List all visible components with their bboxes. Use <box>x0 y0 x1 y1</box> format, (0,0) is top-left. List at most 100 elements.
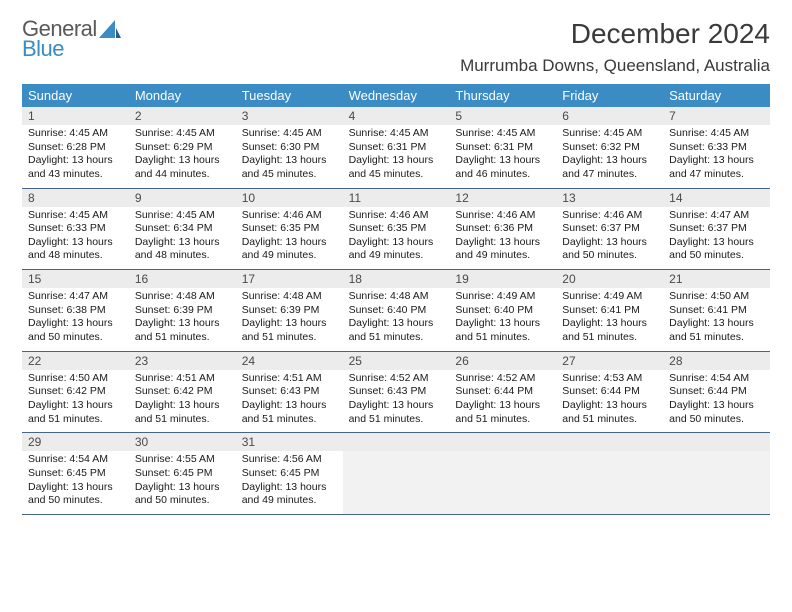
day-cell: 1Sunrise: 4:45 AMSunset: 6:28 PMDaylight… <box>22 107 129 189</box>
day-cell: 21Sunrise: 4:50 AMSunset: 6:41 PMDayligh… <box>663 270 770 352</box>
day-cell: 20Sunrise: 4:49 AMSunset: 6:41 PMDayligh… <box>556 270 663 352</box>
sunset-text: Sunset: 6:35 PM <box>242 222 337 236</box>
day-body: Sunrise: 4:51 AMSunset: 6:43 PMDaylight:… <box>236 370 343 433</box>
day-number: 18 <box>343 270 450 288</box>
day-body: Sunrise: 4:45 AMSunset: 6:31 PMDaylight:… <box>449 125 556 188</box>
sunset-text: Sunset: 6:44 PM <box>669 385 764 399</box>
daylight-text: Daylight: 13 hours and 51 minutes. <box>349 317 444 344</box>
sunset-text: Sunset: 6:43 PM <box>349 385 444 399</box>
day-body: Sunrise: 4:45 AMSunset: 6:34 PMDaylight:… <box>129 207 236 270</box>
day-body: Sunrise: 4:54 AMSunset: 6:44 PMDaylight:… <box>663 370 770 433</box>
sunrise-text: Sunrise: 4:45 AM <box>349 127 444 141</box>
day-cell: 23Sunrise: 4:51 AMSunset: 6:42 PMDayligh… <box>129 352 236 434</box>
sunrise-text: Sunrise: 4:45 AM <box>455 127 550 141</box>
sunset-text: Sunset: 6:34 PM <box>135 222 230 236</box>
sunset-text: Sunset: 6:40 PM <box>349 304 444 318</box>
sunrise-text: Sunrise: 4:48 AM <box>135 290 230 304</box>
day-cell: 22Sunrise: 4:50 AMSunset: 6:42 PMDayligh… <box>22 352 129 434</box>
daylight-text: Daylight: 13 hours and 44 minutes. <box>135 154 230 181</box>
daylight-text: Daylight: 13 hours and 46 minutes. <box>455 154 550 181</box>
daylight-text: Daylight: 13 hours and 50 minutes. <box>669 236 764 263</box>
day-number: 15 <box>22 270 129 288</box>
title-block: December 2024 Murrumba Downs, Queensland… <box>460 18 770 76</box>
day-number: 12 <box>449 189 556 207</box>
day-cell: 29Sunrise: 4:54 AMSunset: 6:45 PMDayligh… <box>22 433 129 515</box>
day-cell: 16Sunrise: 4:48 AMSunset: 6:39 PMDayligh… <box>129 270 236 352</box>
day-number: 21 <box>663 270 770 288</box>
day-body: Sunrise: 4:48 AMSunset: 6:40 PMDaylight:… <box>343 288 450 351</box>
day-cell: 4Sunrise: 4:45 AMSunset: 6:31 PMDaylight… <box>343 107 450 189</box>
sunset-text: Sunset: 6:44 PM <box>562 385 657 399</box>
day-body: Sunrise: 4:45 AMSunset: 6:30 PMDaylight:… <box>236 125 343 188</box>
sail-icon <box>99 20 121 40</box>
day-body: Sunrise: 4:46 AMSunset: 6:35 PMDaylight:… <box>343 207 450 270</box>
sunset-text: Sunset: 6:42 PM <box>135 385 230 399</box>
day-cell: 9Sunrise: 4:45 AMSunset: 6:34 PMDaylight… <box>129 189 236 271</box>
daylight-text: Daylight: 13 hours and 49 minutes. <box>242 481 337 508</box>
day-number: 14 <box>663 189 770 207</box>
day-body: Sunrise: 4:47 AMSunset: 6:38 PMDaylight:… <box>22 288 129 351</box>
sunrise-text: Sunrise: 4:51 AM <box>135 372 230 386</box>
sunrise-text: Sunrise: 4:45 AM <box>242 127 337 141</box>
daylight-text: Daylight: 13 hours and 50 minutes. <box>28 481 123 508</box>
day-cell: 18Sunrise: 4:48 AMSunset: 6:40 PMDayligh… <box>343 270 450 352</box>
day-cell: 17Sunrise: 4:48 AMSunset: 6:39 PMDayligh… <box>236 270 343 352</box>
day-header-cell: Wednesday <box>343 84 450 107</box>
daylight-text: Daylight: 13 hours and 51 minutes. <box>669 317 764 344</box>
header: General Blue December 2024 Murrumba Down… <box>22 18 770 76</box>
day-cell: 31Sunrise: 4:56 AMSunset: 6:45 PMDayligh… <box>236 433 343 515</box>
day-number: 16 <box>129 270 236 288</box>
sunset-text: Sunset: 6:31 PM <box>349 141 444 155</box>
sunrise-text: Sunrise: 4:48 AM <box>349 290 444 304</box>
day-body: Sunrise: 4:47 AMSunset: 6:37 PMDaylight:… <box>663 207 770 270</box>
sunrise-text: Sunrise: 4:45 AM <box>669 127 764 141</box>
sunrise-text: Sunrise: 4:54 AM <box>669 372 764 386</box>
daylight-text: Daylight: 13 hours and 50 minutes. <box>28 317 123 344</box>
day-number: 30 <box>129 433 236 451</box>
sunrise-text: Sunrise: 4:45 AM <box>562 127 657 141</box>
logo-line2: Blue <box>22 38 97 60</box>
sunset-text: Sunset: 6:30 PM <box>242 141 337 155</box>
empty-cell <box>556 433 663 515</box>
day-number: 13 <box>556 189 663 207</box>
daylight-text: Daylight: 13 hours and 48 minutes. <box>28 236 123 263</box>
sunrise-text: Sunrise: 4:52 AM <box>455 372 550 386</box>
sunset-text: Sunset: 6:41 PM <box>669 304 764 318</box>
sunset-text: Sunset: 6:33 PM <box>28 222 123 236</box>
sunrise-text: Sunrise: 4:46 AM <box>349 209 444 223</box>
daylight-text: Daylight: 13 hours and 51 minutes. <box>242 317 337 344</box>
day-number: 20 <box>556 270 663 288</box>
sunrise-text: Sunrise: 4:50 AM <box>28 372 123 386</box>
day-cell: 8Sunrise: 4:45 AMSunset: 6:33 PMDaylight… <box>22 189 129 271</box>
sunset-text: Sunset: 6:39 PM <box>135 304 230 318</box>
day-body: Sunrise: 4:52 AMSunset: 6:43 PMDaylight:… <box>343 370 450 433</box>
day-cell: 3Sunrise: 4:45 AMSunset: 6:30 PMDaylight… <box>236 107 343 189</box>
sunset-text: Sunset: 6:33 PM <box>669 141 764 155</box>
day-body: Sunrise: 4:46 AMSunset: 6:37 PMDaylight:… <box>556 207 663 270</box>
daylight-text: Daylight: 13 hours and 49 minutes. <box>349 236 444 263</box>
day-body: Sunrise: 4:51 AMSunset: 6:42 PMDaylight:… <box>129 370 236 433</box>
sunset-text: Sunset: 6:39 PM <box>242 304 337 318</box>
sunrise-text: Sunrise: 4:52 AM <box>349 372 444 386</box>
sunset-text: Sunset: 6:45 PM <box>28 467 123 481</box>
day-body: Sunrise: 4:45 AMSunset: 6:31 PMDaylight:… <box>343 125 450 188</box>
sunrise-text: Sunrise: 4:46 AM <box>455 209 550 223</box>
daylight-text: Daylight: 13 hours and 45 minutes. <box>242 154 337 181</box>
day-body: Sunrise: 4:45 AMSunset: 6:29 PMDaylight:… <box>129 125 236 188</box>
day-cell: 24Sunrise: 4:51 AMSunset: 6:43 PMDayligh… <box>236 352 343 434</box>
sunset-text: Sunset: 6:40 PM <box>455 304 550 318</box>
day-body: Sunrise: 4:45 AMSunset: 6:33 PMDaylight:… <box>22 207 129 270</box>
day-header-cell: Tuesday <box>236 84 343 107</box>
sunset-text: Sunset: 6:42 PM <box>28 385 123 399</box>
day-cell: 26Sunrise: 4:52 AMSunset: 6:44 PMDayligh… <box>449 352 556 434</box>
day-number: 4 <box>343 107 450 125</box>
day-cell: 2Sunrise: 4:45 AMSunset: 6:29 PMDaylight… <box>129 107 236 189</box>
week-row: 15Sunrise: 4:47 AMSunset: 6:38 PMDayligh… <box>22 270 770 352</box>
week-row: 8Sunrise: 4:45 AMSunset: 6:33 PMDaylight… <box>22 189 770 271</box>
sunrise-text: Sunrise: 4:53 AM <box>562 372 657 386</box>
logo: General Blue <box>22 18 121 60</box>
day-header-cell: Saturday <box>663 84 770 107</box>
day-body: Sunrise: 4:48 AMSunset: 6:39 PMDaylight:… <box>236 288 343 351</box>
location: Murrumba Downs, Queensland, Australia <box>460 56 770 76</box>
day-number: 27 <box>556 352 663 370</box>
